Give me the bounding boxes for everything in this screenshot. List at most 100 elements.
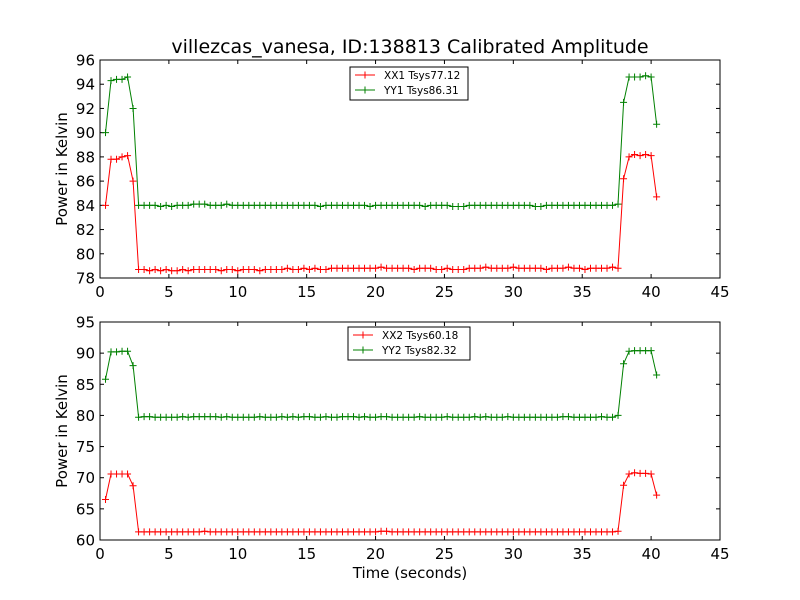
data-point xyxy=(195,528,203,536)
data-point xyxy=(476,413,484,421)
data-point xyxy=(642,469,650,477)
data-point xyxy=(283,413,291,421)
data-point xyxy=(135,413,143,421)
data-point xyxy=(184,413,192,421)
data-point xyxy=(625,153,633,161)
data-point xyxy=(223,413,231,421)
data-point xyxy=(581,266,589,274)
data-point xyxy=(129,482,137,490)
data-point xyxy=(620,175,628,183)
y-tick-label: 92 xyxy=(76,100,95,118)
data-point xyxy=(212,413,220,421)
x-tick-label: 40 xyxy=(642,283,661,301)
data-point xyxy=(377,263,385,271)
data-point xyxy=(217,201,225,209)
legend-marker xyxy=(361,71,369,79)
data-point xyxy=(151,201,159,209)
series-1 xyxy=(102,469,661,536)
data-point xyxy=(642,150,650,158)
data-point xyxy=(620,360,628,368)
data-point xyxy=(410,413,418,421)
x-tick-label: 20 xyxy=(366,283,385,301)
y-tick-label: 60 xyxy=(76,532,95,550)
data-point xyxy=(614,264,622,272)
y-tick-label: 86 xyxy=(76,173,95,191)
data-point xyxy=(427,264,435,272)
legend-label: XX2 Tsys60.18 xyxy=(382,330,458,342)
data-point xyxy=(322,266,330,274)
data-point xyxy=(113,348,121,356)
chart-title: villezcas_vanesa, ID:138813 Calibrated A… xyxy=(171,36,648,58)
data-point xyxy=(118,75,126,83)
legend-label: YY1 Tsys86.31 xyxy=(383,85,459,97)
data-point xyxy=(443,413,451,421)
data-point xyxy=(316,413,324,421)
data-point xyxy=(614,411,622,419)
data-point xyxy=(509,263,517,271)
data-point xyxy=(162,201,170,209)
data-point xyxy=(361,201,369,209)
x-tick-label: 20 xyxy=(366,545,385,563)
x-tick-label: 40 xyxy=(642,545,661,563)
y-tick-label: 84 xyxy=(76,197,95,215)
axes-frame xyxy=(99,321,721,541)
data-point xyxy=(361,413,369,421)
data-point xyxy=(157,203,165,211)
legend-box xyxy=(349,66,469,101)
data-point xyxy=(118,153,126,161)
data-point xyxy=(102,375,110,383)
data-point xyxy=(443,201,451,209)
x-tick-label: 25 xyxy=(435,545,454,563)
legend-marker xyxy=(359,331,367,339)
data-point xyxy=(102,201,110,209)
data-point xyxy=(107,77,115,85)
data-point xyxy=(438,413,446,421)
data-point xyxy=(471,413,479,421)
data-point xyxy=(443,264,451,272)
y-tick-label: 80 xyxy=(76,245,95,263)
data-point xyxy=(598,413,606,421)
data-point xyxy=(372,264,380,272)
data-point xyxy=(526,201,534,209)
data-point xyxy=(438,266,446,274)
data-point xyxy=(124,470,132,478)
data-point xyxy=(614,200,622,208)
data-point xyxy=(272,413,280,421)
data-point xyxy=(316,203,324,211)
data-point xyxy=(129,177,137,185)
legend-marker xyxy=(361,86,369,94)
legend-marker xyxy=(359,346,367,354)
data-point xyxy=(636,73,644,81)
data-point xyxy=(504,413,512,421)
data-point xyxy=(168,203,176,211)
data-point xyxy=(322,413,330,421)
data-point xyxy=(256,413,264,421)
data-point xyxy=(504,264,512,272)
data-point xyxy=(102,496,110,504)
data-point xyxy=(366,203,374,211)
legend-label: XX1 Tsys77.12 xyxy=(384,70,460,82)
data-point xyxy=(228,266,236,274)
data-point xyxy=(184,201,192,209)
data-point xyxy=(653,371,661,379)
legend-box xyxy=(347,326,471,361)
data-point xyxy=(151,266,159,274)
data-point xyxy=(179,266,187,274)
x-tick-label: 35 xyxy=(573,545,592,563)
y-tick-label: 94 xyxy=(76,76,95,94)
data-point xyxy=(416,201,424,209)
data-point xyxy=(609,413,617,421)
data-point xyxy=(372,528,380,536)
x-tick-label: 15 xyxy=(297,545,316,563)
x-axis-label: Time (seconds) xyxy=(352,564,468,582)
data-point xyxy=(498,413,506,421)
data-point xyxy=(217,413,225,421)
data-point xyxy=(278,266,286,274)
data-point xyxy=(631,150,639,158)
series-2 xyxy=(102,72,661,211)
data-point xyxy=(647,470,655,478)
data-point xyxy=(129,104,137,112)
x-tick-label: 30 xyxy=(504,283,523,301)
x-tick-label: 30 xyxy=(504,545,523,563)
